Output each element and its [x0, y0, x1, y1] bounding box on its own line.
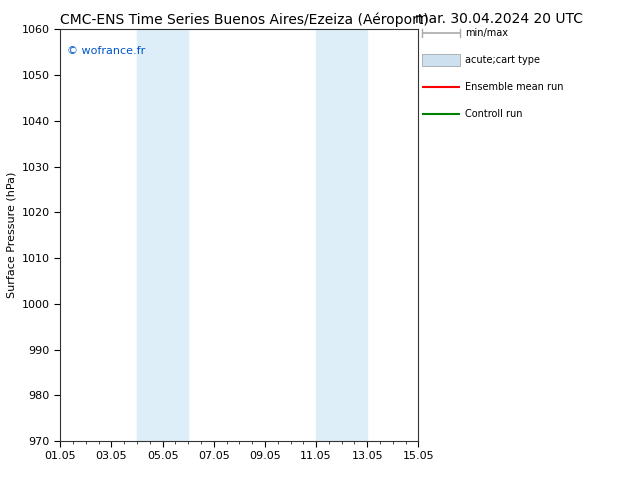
Text: CMC-ENS Time Series Buenos Aires/Ezeiza (Aéroport): CMC-ENS Time Series Buenos Aires/Ezeiza … [60, 12, 429, 27]
Text: Ensemble mean run: Ensemble mean run [465, 82, 563, 92]
Y-axis label: Surface Pressure (hPa): Surface Pressure (hPa) [6, 172, 16, 298]
Text: min/max: min/max [465, 28, 508, 38]
Text: acute;cart type: acute;cart type [465, 55, 540, 65]
Bar [316, 29, 367, 441]
Bar [137, 29, 188, 441]
Text: © wofrance.fr: © wofrance.fr [67, 46, 146, 56]
Text: mar. 30.04.2024 20 UTC: mar. 30.04.2024 20 UTC [415, 12, 583, 26]
Text: Controll run: Controll run [465, 109, 522, 119]
